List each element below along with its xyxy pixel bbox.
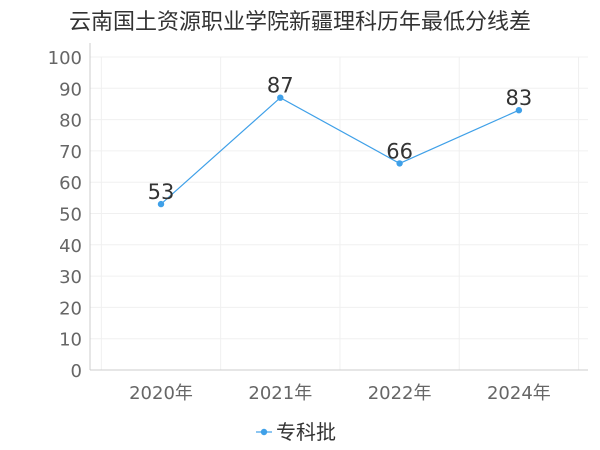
y-tick-label: 20 bbox=[59, 298, 82, 319]
legend-marker-icon bbox=[260, 428, 268, 436]
data-point bbox=[157, 200, 165, 208]
y-tick-label: 70 bbox=[59, 142, 82, 163]
data-point bbox=[396, 160, 403, 167]
legend-label: 专科批 bbox=[276, 420, 336, 444]
chart-title: 云南国土资源职业学院新疆理科历年最低分线差 bbox=[68, 10, 531, 35]
x-tick-label: 2020年 bbox=[129, 383, 193, 404]
data-label: 66 bbox=[386, 139, 413, 163]
x-tick-label: 2024年 bbox=[487, 383, 551, 404]
y-tick-label: 60 bbox=[59, 173, 82, 194]
y-tick-label: 90 bbox=[59, 79, 82, 100]
y-tick-label: 0 bbox=[71, 361, 82, 382]
series-line bbox=[160, 96, 520, 205]
data-label: 53 bbox=[148, 180, 175, 204]
y-tick-label: 80 bbox=[59, 111, 82, 132]
data-point bbox=[277, 94, 284, 101]
y-tick-label: 10 bbox=[59, 330, 82, 351]
y-tick-label: 40 bbox=[59, 236, 82, 257]
data-point bbox=[515, 107, 523, 114]
data-label: 87 bbox=[267, 74, 294, 98]
y-tick-label: 100 bbox=[48, 48, 82, 69]
y-tick-label: 30 bbox=[59, 267, 82, 288]
x-tick-label: 2022年 bbox=[368, 383, 432, 404]
data-label: 83 bbox=[506, 86, 533, 110]
y-tick-label: 50 bbox=[59, 205, 82, 226]
x-tick-label: 2021年 bbox=[248, 383, 312, 404]
